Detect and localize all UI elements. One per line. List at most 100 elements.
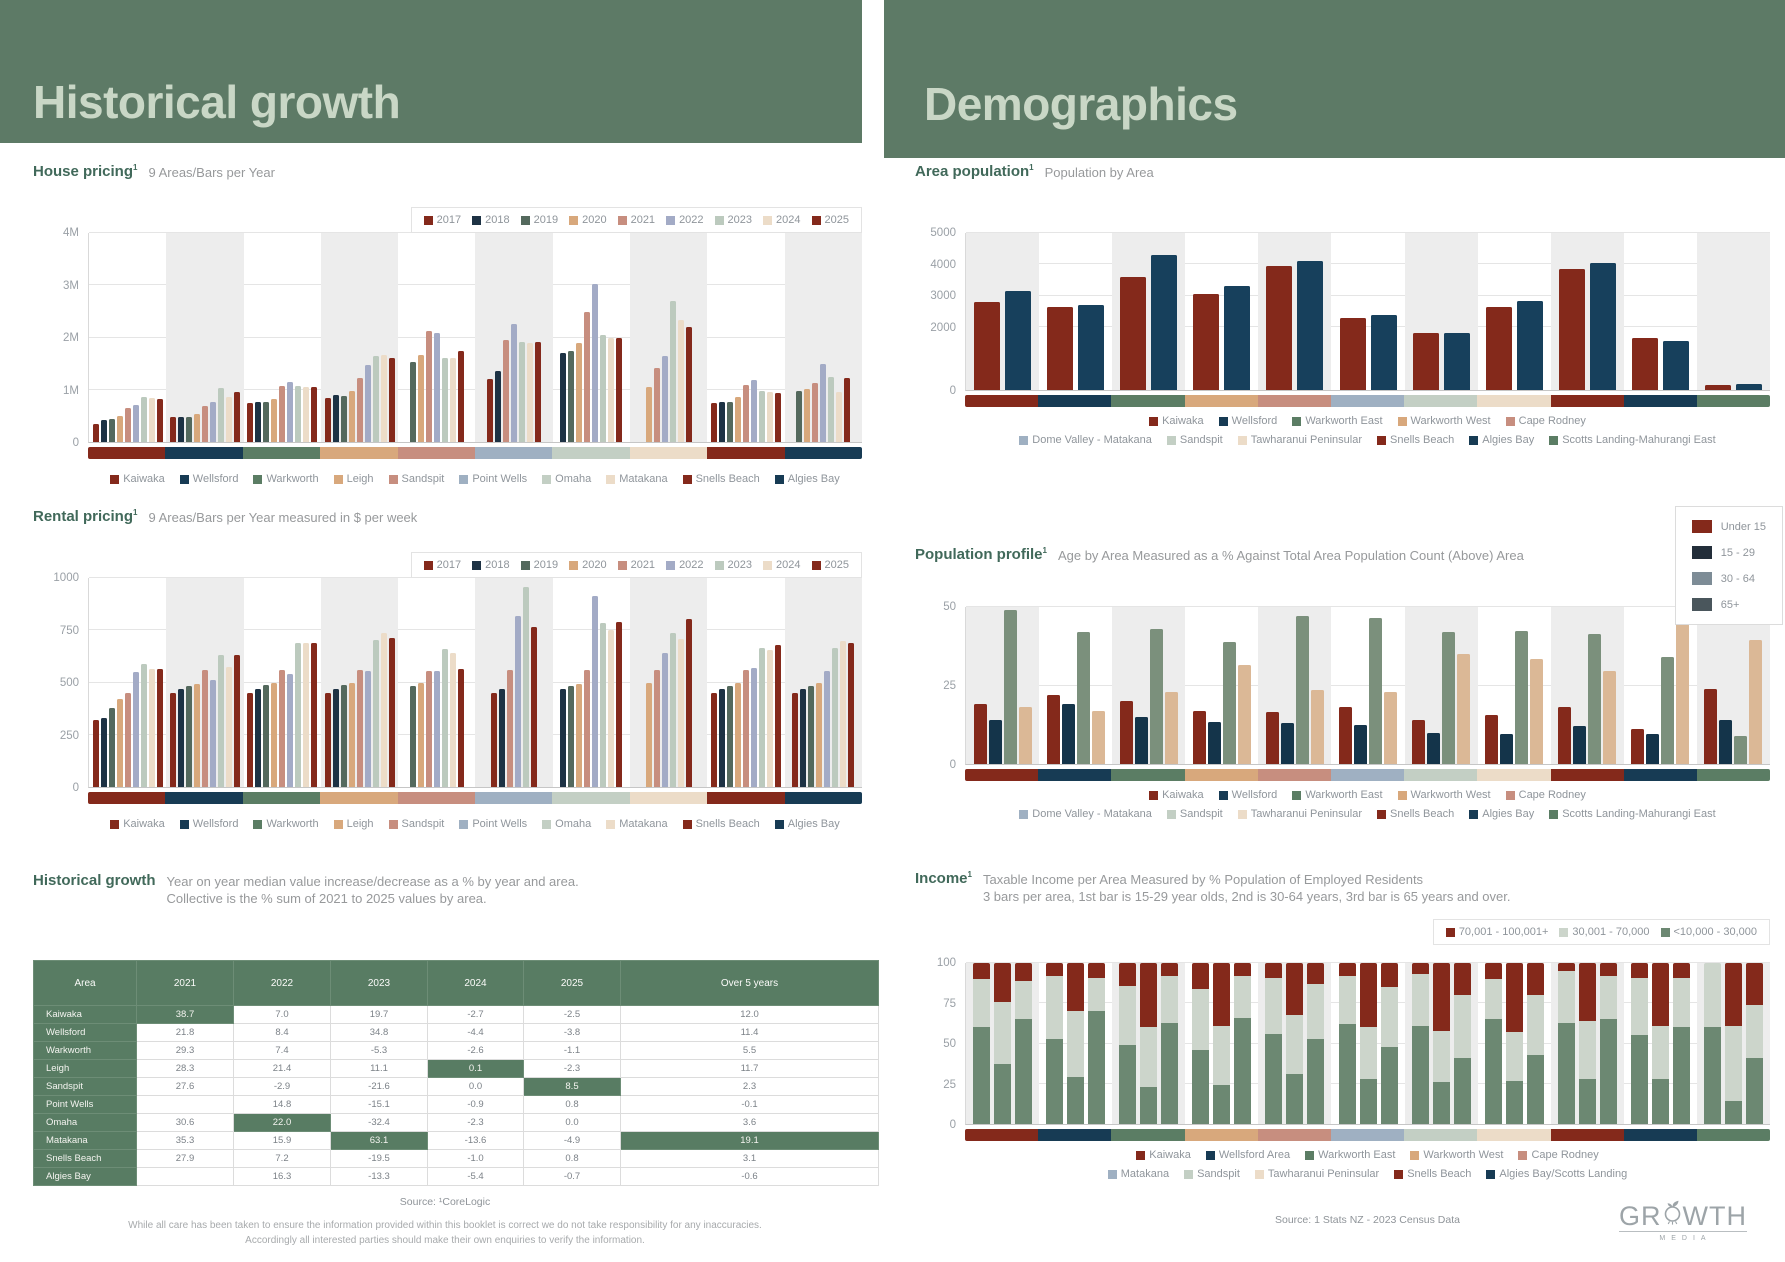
legend-item: Warkworth East <box>1292 415 1383 427</box>
bar-cluster <box>553 578 630 787</box>
area-strip-segment <box>1404 1129 1478 1141</box>
area-color-strip <box>965 395 1770 407</box>
bar-cluster <box>475 578 552 787</box>
legend-swatch <box>1505 416 1515 426</box>
legend-swatch <box>1505 790 1515 800</box>
legend-item: 2020 <box>569 559 607 571</box>
bar-cluster <box>1185 607 1258 764</box>
legend-item: Warkworth <box>253 818 319 830</box>
stack-segment <box>1526 963 1544 996</box>
area-legend-row: Dome Valley - Matakana Sandspit Tawharanui… <box>965 808 1770 820</box>
legend-swatch <box>388 474 398 484</box>
bar <box>669 633 676 787</box>
stack-segment <box>1703 963 1721 1028</box>
legend-item: 2023 <box>714 559 752 571</box>
bar <box>1266 265 1293 390</box>
bar-cluster <box>1039 607 1112 764</box>
bar-cluster <box>1331 233 1404 390</box>
income-chart: 0 25 50 75 100 70,001 - 100,001+ 30,001 - 70,0… <box>937 919 1771 1180</box>
stacked-bar <box>1161 963 1179 1124</box>
legend-item: Leigh <box>333 818 374 830</box>
area-strip-segment <box>1330 769 1405 781</box>
table-value-cell: -32.4 <box>330 1113 428 1132</box>
bar <box>92 423 99 442</box>
y-axis-tick-label: 4M <box>63 227 79 239</box>
table-value-cell: 0.0 <box>523 1113 621 1132</box>
area-legend-row: Kaiwaka Wellsford Area Warkworth East Warkw… <box>965 1149 1770 1161</box>
bar <box>340 396 347 442</box>
bar <box>1134 716 1148 764</box>
bar <box>209 680 216 787</box>
rental-pricing-chart: 0 250 500 750 1000 2017 2018 2019 2020 2021 2022 20… <box>53 552 862 830</box>
table-value-cell: -1.1 <box>523 1041 621 1060</box>
bar <box>727 402 734 442</box>
bar <box>685 618 692 787</box>
house-pricing-subtitle: 9 Areas/Bars per Year <box>148 165 275 180</box>
table-value-cell: 7.4 <box>233 1041 331 1060</box>
y-axis-tick-label: 500 <box>59 677 79 689</box>
bar-group <box>1112 233 1186 390</box>
table-value-cell: 21.4 <box>233 1059 331 1078</box>
bar-cluster <box>166 578 243 787</box>
bar-cluster <box>1551 963 1624 1124</box>
bar <box>1222 641 1236 764</box>
legend-item: 70,001 - 100,001+ <box>1445 926 1548 938</box>
bar-cluster <box>89 578 166 787</box>
bar <box>653 669 660 787</box>
stack-segment <box>1411 974 1429 1026</box>
area-color-strip <box>965 769 1770 781</box>
area-strip-segment <box>629 792 708 804</box>
table-value-cell: -21.6 <box>330 1077 428 1096</box>
bar <box>1078 305 1105 390</box>
legend-item: Tawharanui Peninsular <box>1237 808 1362 820</box>
table-value-cell: 11.7 <box>620 1059 879 1078</box>
stack-segment <box>1411 963 1429 975</box>
bar <box>685 326 692 442</box>
bar <box>1003 610 1017 764</box>
stacked-bar <box>1484 963 1502 1124</box>
legend-swatch <box>459 819 469 829</box>
area-strip-segment <box>1623 769 1697 781</box>
legend-swatch <box>1410 1150 1420 1160</box>
area-strip-segment <box>1184 769 1258 781</box>
legend-swatch <box>179 819 189 829</box>
bar <box>1485 306 1512 390</box>
bar-cluster <box>1039 963 1112 1124</box>
area-strip-segment <box>1550 1129 1624 1141</box>
bar-cluster <box>966 963 1039 1124</box>
legend-item: Cape Rodney <box>1518 1149 1599 1161</box>
bar <box>108 707 115 787</box>
bar <box>832 648 839 787</box>
bar <box>1384 691 1398 764</box>
stack-segment <box>1192 1049 1210 1124</box>
area-strip-segment <box>242 447 321 459</box>
table-area-cell: Leigh <box>33 1059 137 1078</box>
table-value-cell: 0.0 <box>427 1077 524 1096</box>
bar <box>487 379 494 442</box>
bar <box>515 615 522 787</box>
y-axis-tick-label: 250 <box>59 729 79 742</box>
bar <box>287 674 294 787</box>
area-strip-segment <box>965 395 1039 407</box>
table-value-cell: 0.8 <box>523 1149 621 1168</box>
bar <box>1310 690 1324 764</box>
stack-segment <box>1161 963 1179 976</box>
stacked-bar <box>1088 963 1106 1124</box>
legend-swatch <box>1486 1169 1496 1179</box>
area-strip-segment <box>1038 1129 1112 1141</box>
bar <box>332 394 339 442</box>
area-strip-segment <box>320 792 398 804</box>
gridline <box>966 606 1770 607</box>
bar <box>124 408 131 442</box>
bar <box>271 682 278 787</box>
legend-swatch <box>1292 790 1302 800</box>
stack-segment <box>1484 979 1502 1020</box>
bar <box>1603 671 1617 764</box>
historical-growth-table: Area 2021 2022 2023 2024 2025 Over 5 years Kaiw… <box>33 960 879 1186</box>
stack-segment <box>994 963 1012 1002</box>
bar <box>356 378 363 442</box>
legend-item: Warkworth East <box>1305 1149 1395 1161</box>
legend-item: Sandspit <box>388 818 444 830</box>
stack-segment <box>1234 975 1252 1018</box>
bar <box>645 387 652 442</box>
